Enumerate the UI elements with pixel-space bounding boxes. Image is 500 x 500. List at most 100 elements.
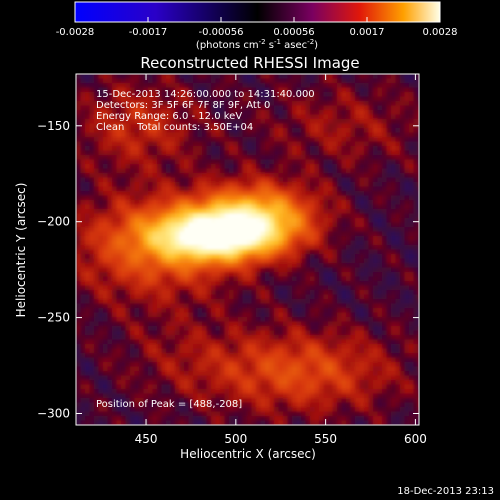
heatmap-cell <box>202 137 208 143</box>
heatmap-cell <box>112 105 118 111</box>
heatmap-cell <box>211 119 217 125</box>
heatmap-cell <box>292 276 298 282</box>
heatmap-cell <box>346 227 352 233</box>
heatmap-cell <box>305 200 311 206</box>
heatmap-cell <box>350 335 356 341</box>
heatmap-cell <box>386 168 392 174</box>
heatmap-cell <box>116 96 122 102</box>
heatmap-cell <box>382 281 388 287</box>
heatmap-cell <box>166 123 172 129</box>
heatmap-cell <box>310 123 316 129</box>
heatmap-cell <box>287 281 293 287</box>
heatmap-cell <box>247 222 253 228</box>
heatmap-cell <box>125 254 131 260</box>
heatmap-cell <box>107 213 113 219</box>
heatmap-cell <box>368 263 374 269</box>
heatmap-cell <box>157 209 163 215</box>
heatmap-cell <box>103 245 109 251</box>
heatmap-cell <box>116 213 122 219</box>
heatmap-cell <box>355 83 361 89</box>
heatmap-cell <box>229 141 235 147</box>
heatmap-cell <box>301 159 307 165</box>
heatmap-cell <box>314 317 320 323</box>
heatmap-cell <box>157 110 163 116</box>
heatmap-cell <box>242 335 248 341</box>
heatmap-cell <box>116 195 122 201</box>
heatmap-cell <box>359 132 365 138</box>
heatmap-cell <box>359 339 365 345</box>
heatmap-cell <box>319 263 325 269</box>
heatmap-cell <box>202 213 208 219</box>
heatmap-cell <box>346 231 352 237</box>
heatmap-cell <box>103 357 109 363</box>
heatmap-cell <box>175 348 181 354</box>
heatmap-cell <box>94 299 100 305</box>
heatmap-cell <box>400 281 406 287</box>
heatmap-cell <box>229 87 235 93</box>
heatmap-cell <box>161 96 167 102</box>
heatmap-cell <box>382 357 388 363</box>
heatmap-cell <box>184 294 190 300</box>
heatmap-cell <box>323 276 329 282</box>
heatmap-cell <box>94 281 100 287</box>
heatmap-cell <box>377 191 383 197</box>
heatmap-cell <box>364 357 370 363</box>
heatmap-cell <box>152 240 158 246</box>
heatmap-cell <box>269 132 275 138</box>
heatmap-cell <box>359 290 365 296</box>
heatmap-cell <box>98 155 104 161</box>
heatmap-cell <box>179 218 185 224</box>
heatmap-cell <box>301 353 307 359</box>
heatmap-cell <box>395 186 401 192</box>
heatmap-cell <box>319 218 325 224</box>
heatmap-cell <box>229 132 235 138</box>
heatmap-cell <box>292 74 298 80</box>
heatmap-cell <box>310 150 316 156</box>
heatmap-cell <box>206 272 212 278</box>
heatmap-cell <box>310 249 316 255</box>
heatmap-cell <box>292 281 298 287</box>
heatmap-cell <box>80 276 86 282</box>
heatmap-cell <box>373 186 379 192</box>
heatmap-cell <box>116 308 122 314</box>
heatmap-cell <box>94 218 100 224</box>
heatmap-cell <box>112 290 118 296</box>
heatmap-cell <box>409 173 415 179</box>
heatmap-cell <box>409 218 415 224</box>
heatmap-cell <box>170 141 176 147</box>
heatmap-cell <box>143 285 149 291</box>
heatmap-cell <box>265 290 271 296</box>
heatmap-cell <box>328 150 334 156</box>
heatmap-cell <box>184 321 190 327</box>
heatmap-cell <box>292 119 298 125</box>
heatmap-cell <box>323 245 329 251</box>
heatmap-cell <box>134 101 140 107</box>
heatmap-cell <box>76 281 82 287</box>
heatmap-cell <box>121 303 127 309</box>
heatmap-cell <box>85 119 91 125</box>
heatmap-cell <box>337 299 343 305</box>
heatmap-cell <box>193 92 199 98</box>
heatmap-cell <box>134 254 140 260</box>
heatmap-cell <box>373 249 379 255</box>
heatmap-cell <box>391 231 397 237</box>
heatmap-cell <box>310 357 316 363</box>
heatmap-cell <box>157 344 163 350</box>
heatmap-cell <box>143 254 149 260</box>
heatmap-cell <box>256 128 262 134</box>
heatmap-cell <box>296 285 302 291</box>
heatmap-cell <box>409 272 415 278</box>
heatmap-cell <box>395 294 401 300</box>
heatmap-cell <box>76 231 82 237</box>
heatmap-cell <box>103 213 109 219</box>
heatmap-cell <box>346 213 352 219</box>
heatmap-cell <box>296 227 302 233</box>
heatmap-cell <box>305 83 311 89</box>
heatmap-cell <box>332 339 338 345</box>
heatmap-cell <box>85 321 91 327</box>
heatmap-cell <box>377 294 383 300</box>
heatmap-cell <box>229 186 235 192</box>
heatmap-cell <box>220 114 226 120</box>
heatmap-cell <box>130 141 136 147</box>
heatmap-cell <box>157 191 163 197</box>
